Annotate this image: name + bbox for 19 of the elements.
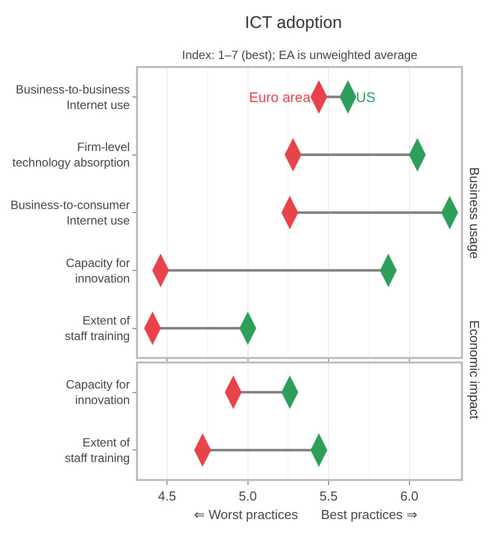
- x-tick-label: 5.0: [238, 488, 257, 504]
- y-tick-label: Capacity for innovation: [66, 256, 130, 286]
- x-tick-label: 5.5: [320, 488, 338, 504]
- chart-subtitle: Index: 1–7 (best); EA is unweighted average: [182, 48, 418, 62]
- text: ⇐ Worst practices: [194, 507, 298, 522]
- y-tick-label: Extent of staff training: [64, 435, 130, 466]
- text: Best practices ⇒: [321, 507, 418, 522]
- chart-title: ICT adoption: [244, 13, 342, 32]
- y-tick-label: Extent of staff training: [64, 314, 130, 344]
- x-tick-label: 4.5: [158, 488, 176, 504]
- y-tick-label: Firm-level technology absorption: [12, 140, 130, 170]
- y-tick-label: Business-to-business Internet use: [16, 82, 130, 112]
- series-label: US: [356, 89, 376, 105]
- y2-axis-title: Business usage: [467, 167, 482, 259]
- y2-axis-title: Economic impact: [467, 320, 482, 420]
- x-tick-label: 6.0: [400, 488, 418, 504]
- series-label: Euro area: [249, 89, 311, 105]
- y-tick-label: Business-to-consumer Internet use: [10, 198, 130, 228]
- y-tick-label: Capacity for innovation: [66, 378, 130, 408]
